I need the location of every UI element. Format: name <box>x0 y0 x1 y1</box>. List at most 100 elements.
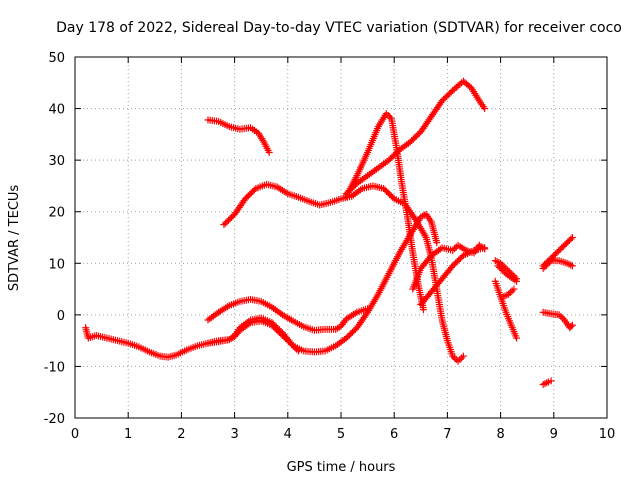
data-point-marker <box>364 305 372 313</box>
data-point-marker <box>567 322 575 330</box>
data-point-marker <box>481 105 489 113</box>
data-point-marker <box>562 239 570 247</box>
data-point-marker <box>347 185 355 193</box>
data-point-marker <box>568 321 576 329</box>
data-point-marker <box>564 238 572 246</box>
data-point-marker <box>223 218 231 226</box>
data-point-marker <box>272 323 280 331</box>
y-tick-label: -20 <box>44 412 65 427</box>
series-arc-3 <box>204 314 302 355</box>
data-point-marker <box>539 262 547 270</box>
data-point-marker <box>380 185 388 193</box>
x-tick-label: 3 <box>230 427 238 442</box>
data-point-marker <box>247 189 255 197</box>
data-point-marker <box>550 252 558 260</box>
data-point-marker <box>389 152 397 160</box>
data-point-marker <box>567 235 575 243</box>
data-point-marker <box>345 331 353 339</box>
data-point-marker <box>408 137 416 145</box>
data-point-marker <box>288 340 296 348</box>
series-arc-9 <box>417 244 489 309</box>
series-arc-2 <box>204 295 372 334</box>
data-point-marker <box>250 186 258 194</box>
series-arc-13 <box>499 285 518 301</box>
y-tick-label: 0 <box>57 309 65 324</box>
series-arc-7 <box>342 77 489 198</box>
data-point-marker <box>362 310 370 318</box>
data-point-marker <box>433 239 441 247</box>
x-axis-label: GPS time / hours <box>287 460 396 475</box>
data-point-marker <box>559 242 567 250</box>
x-tick-label: 8 <box>496 427 504 442</box>
data-point-marker <box>499 267 507 275</box>
data-point-marker <box>541 260 549 268</box>
data-point-marker <box>249 187 257 195</box>
data-point-marker <box>221 219 229 227</box>
data-point-marker <box>496 263 504 271</box>
data-point-marker <box>458 253 466 261</box>
series-arc-4 <box>204 116 273 156</box>
data-point-marker <box>348 184 356 192</box>
series-arc-14 <box>539 377 555 388</box>
data-point-marker <box>345 187 353 195</box>
x-tick-label: 5 <box>337 427 345 442</box>
data-point-marker <box>542 259 550 267</box>
data-point-marker <box>268 319 276 327</box>
x-tick-label: 4 <box>284 427 292 442</box>
plot-frame <box>74 56 608 419</box>
data-point-marker <box>350 327 358 335</box>
data-point-marker <box>294 347 302 355</box>
y-axis-label: SDTVAR / TECUs <box>7 185 22 292</box>
data-point-marker <box>385 156 393 164</box>
data-point-marker <box>481 244 489 252</box>
data-point-marker <box>275 326 283 334</box>
x-tick-label: 9 <box>550 427 558 442</box>
series-arc-17 <box>539 234 576 270</box>
data-point-marker <box>412 132 420 140</box>
data-point-marker <box>265 148 273 156</box>
data-point-marker <box>568 234 576 241</box>
data-point-marker <box>440 95 448 103</box>
data-point-marker <box>244 192 252 200</box>
data-point-marker <box>453 257 461 265</box>
data-point-marker <box>565 236 573 244</box>
data-point-marker <box>348 328 356 336</box>
grid-lines <box>75 57 607 418</box>
data-point-marker <box>551 250 559 258</box>
data-point-marker <box>388 153 396 161</box>
data-point-marker <box>513 334 521 342</box>
y-tick-label: 20 <box>48 206 65 221</box>
series-arc-12 <box>491 277 521 342</box>
y-tick-label: 40 <box>48 103 65 118</box>
data-point-marker <box>220 221 228 229</box>
data-point-marker <box>444 91 452 99</box>
y-tick-label: -10 <box>44 360 65 375</box>
data-point-marker <box>246 190 254 198</box>
data-point-marker <box>547 377 555 385</box>
data-point-marker <box>443 92 451 100</box>
data-point-marker <box>419 306 427 314</box>
data-point-marker <box>561 241 569 249</box>
data-point-marker <box>414 131 422 139</box>
data-point-marker <box>269 320 277 328</box>
data-point-marker <box>544 257 552 265</box>
data-point-marker <box>555 247 563 255</box>
x-tick-label: 10 <box>599 427 616 442</box>
data-point-marker <box>274 324 282 332</box>
data-point-marker <box>271 322 279 330</box>
data-point-marker <box>409 135 417 143</box>
data-point-marker <box>406 138 414 146</box>
data-point-marker <box>411 134 419 142</box>
data-point-marker <box>568 262 576 270</box>
y-tick-label: 30 <box>48 154 65 169</box>
data-point-marker <box>391 150 399 158</box>
data-point-marker <box>241 195 249 203</box>
x-tick-label: 7 <box>443 427 451 442</box>
x-tick-label: 2 <box>177 427 185 442</box>
data-point-marker <box>226 215 234 223</box>
data-point-marker <box>447 88 455 96</box>
data-point-marker <box>392 149 400 157</box>
data-point-marker <box>438 97 446 105</box>
data-point-marker <box>456 254 464 262</box>
y-tick-label: 50 <box>48 51 65 66</box>
